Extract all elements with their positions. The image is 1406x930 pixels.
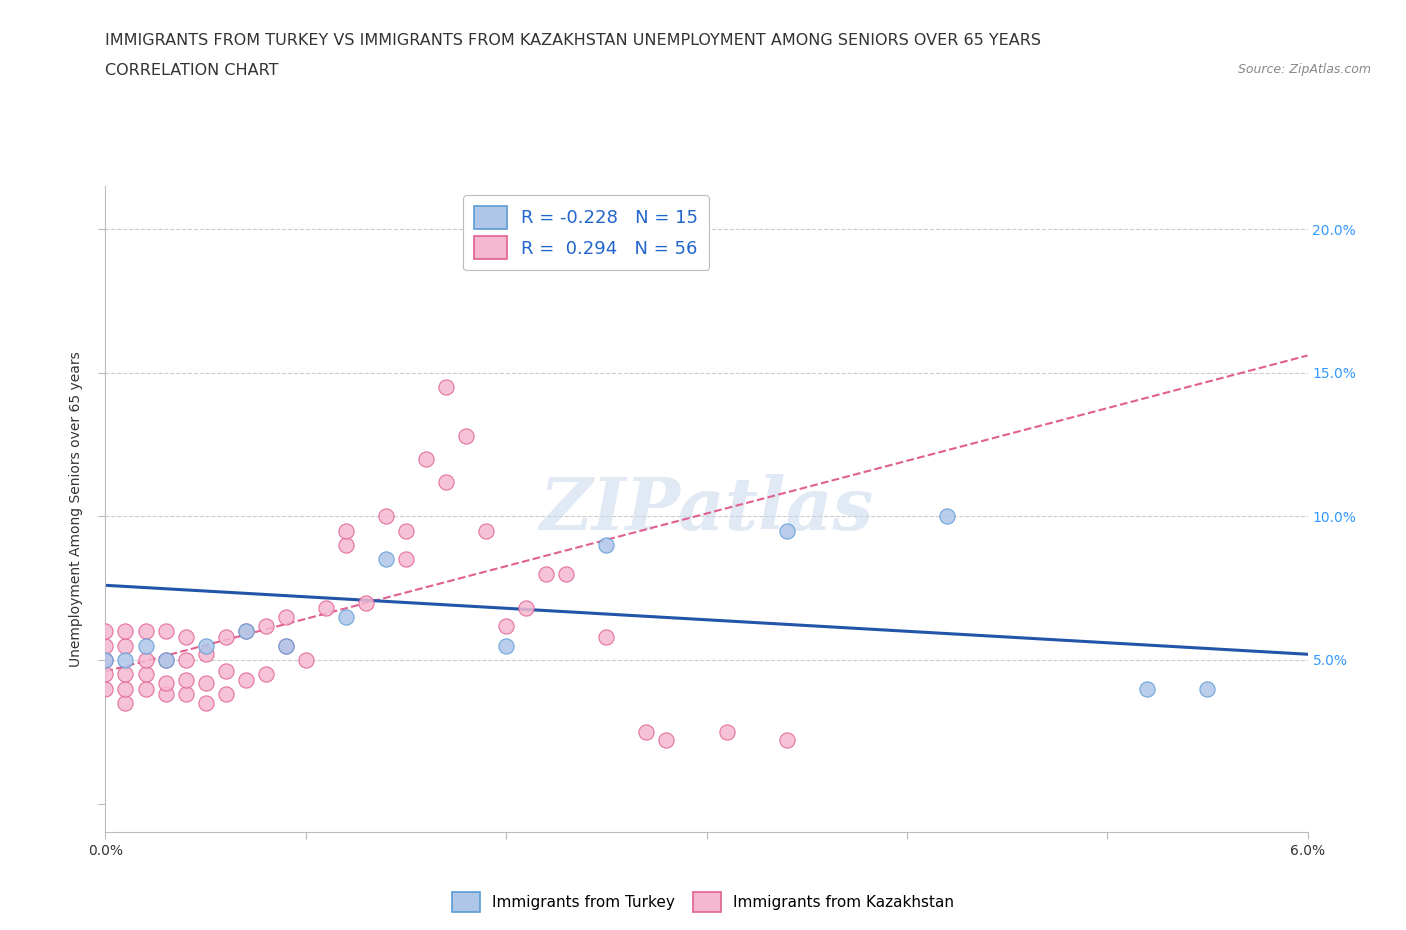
Point bbox=[315, 601, 337, 616]
Point bbox=[534, 566, 557, 581]
Point bbox=[274, 638, 297, 653]
Point bbox=[776, 733, 799, 748]
Point bbox=[335, 524, 357, 538]
Point bbox=[274, 609, 297, 624]
Point bbox=[235, 672, 257, 687]
Point bbox=[94, 682, 117, 697]
Point bbox=[94, 638, 117, 653]
Point bbox=[94, 653, 117, 668]
Point bbox=[155, 624, 177, 639]
Legend: Immigrants from Turkey, Immigrants from Kazakhstan: Immigrants from Turkey, Immigrants from … bbox=[446, 886, 960, 918]
Point bbox=[194, 675, 217, 690]
Legend: R = -0.228   N = 15, R =  0.294   N = 56: R = -0.228 N = 15, R = 0.294 N = 56 bbox=[464, 195, 709, 271]
Point bbox=[374, 552, 398, 567]
Point bbox=[595, 538, 617, 552]
Point bbox=[295, 653, 318, 668]
Point bbox=[776, 524, 799, 538]
Point bbox=[174, 672, 197, 687]
Point bbox=[114, 624, 136, 639]
Point bbox=[254, 618, 277, 633]
Point bbox=[114, 638, 136, 653]
Point bbox=[335, 609, 357, 624]
Point bbox=[636, 724, 658, 739]
Point bbox=[1197, 682, 1219, 697]
Point bbox=[454, 429, 477, 444]
Point bbox=[716, 724, 738, 739]
Point bbox=[135, 682, 157, 697]
Point bbox=[174, 630, 197, 644]
Point bbox=[135, 667, 157, 682]
Point bbox=[354, 595, 377, 610]
Point bbox=[495, 638, 517, 653]
Point bbox=[274, 638, 297, 653]
Point bbox=[335, 538, 357, 552]
Point bbox=[194, 638, 217, 653]
Point bbox=[475, 524, 498, 538]
Point bbox=[174, 687, 197, 702]
Point bbox=[114, 653, 136, 668]
Text: Source: ZipAtlas.com: Source: ZipAtlas.com bbox=[1237, 63, 1371, 76]
Point bbox=[395, 552, 418, 567]
Point bbox=[254, 667, 277, 682]
Point bbox=[174, 653, 197, 668]
Point bbox=[1136, 682, 1159, 697]
Point bbox=[655, 733, 678, 748]
Text: IMMIGRANTS FROM TURKEY VS IMMIGRANTS FROM KAZAKHSTAN UNEMPLOYMENT AMONG SENIORS : IMMIGRANTS FROM TURKEY VS IMMIGRANTS FRO… bbox=[105, 33, 1042, 47]
Text: CORRELATION CHART: CORRELATION CHART bbox=[105, 63, 278, 78]
Point bbox=[555, 566, 578, 581]
Y-axis label: Unemployment Among Seniors over 65 years: Unemployment Among Seniors over 65 years bbox=[69, 352, 83, 667]
Point bbox=[114, 667, 136, 682]
Point bbox=[94, 653, 117, 668]
Point bbox=[235, 624, 257, 639]
Point bbox=[374, 509, 398, 524]
Point bbox=[135, 624, 157, 639]
Point bbox=[214, 630, 236, 644]
Point bbox=[434, 379, 457, 394]
Point bbox=[595, 630, 617, 644]
Point bbox=[515, 601, 537, 616]
Point bbox=[214, 687, 236, 702]
Point bbox=[114, 682, 136, 697]
Point bbox=[194, 696, 217, 711]
Point bbox=[936, 509, 959, 524]
Point bbox=[415, 451, 437, 466]
Point bbox=[235, 624, 257, 639]
Point bbox=[94, 624, 117, 639]
Point bbox=[155, 653, 177, 668]
Text: ZIPatlas: ZIPatlas bbox=[540, 473, 873, 545]
Point bbox=[395, 524, 418, 538]
Point bbox=[194, 646, 217, 661]
Point bbox=[155, 653, 177, 668]
Point bbox=[114, 696, 136, 711]
Point bbox=[434, 474, 457, 489]
Point bbox=[135, 653, 157, 668]
Point bbox=[135, 638, 157, 653]
Point bbox=[155, 687, 177, 702]
Point bbox=[155, 675, 177, 690]
Point bbox=[94, 667, 117, 682]
Point bbox=[214, 664, 236, 679]
Point bbox=[495, 618, 517, 633]
